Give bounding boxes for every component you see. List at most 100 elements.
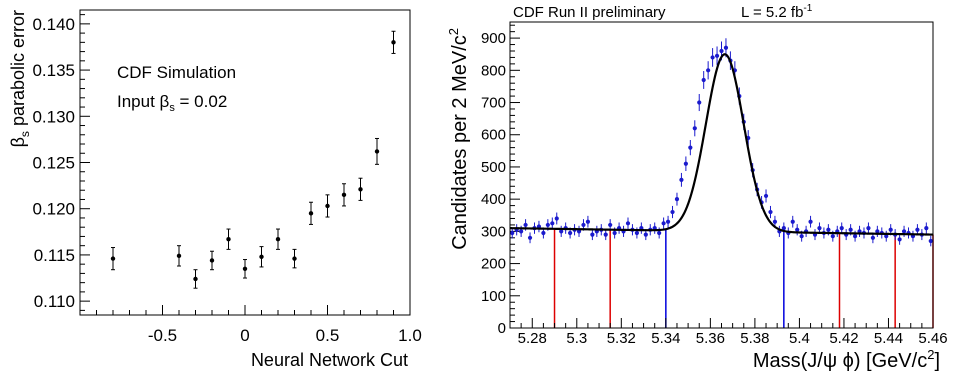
data-point [625, 217, 631, 230]
right-title-right: L = 5.2 fb-1 [741, 3, 813, 21]
y-tick-label: 600 [481, 127, 506, 144]
data-point [639, 222, 644, 234]
data-point [777, 225, 782, 237]
data-point [901, 225, 907, 237]
input-annotation: Input βs = 0.02 [117, 92, 227, 114]
fit-curve [509, 53, 934, 236]
left-data-points [110, 30, 396, 289]
y-tick-label: 200 [481, 256, 506, 273]
data-point [554, 212, 559, 225]
x-tick-label: 0 [240, 326, 249, 345]
data-point [665, 215, 671, 228]
data-point [308, 201, 314, 225]
y-tick-label: 0.135 [32, 61, 75, 80]
right-plot-frame [509, 21, 934, 329]
data-point [710, 48, 715, 67]
x-tick-label: 5.3 [566, 330, 587, 347]
data-point [585, 215, 591, 228]
x-tick-label: 5.42 [829, 330, 858, 347]
data-point [839, 222, 844, 234]
left-x-axis: -0.5 0 0.5 1.0 [79, 305, 422, 345]
data-point [226, 228, 231, 250]
data-point [193, 269, 198, 289]
y-tick-label: 100 [481, 288, 506, 305]
data-point [795, 224, 800, 236]
x-tick-label: 1.0 [398, 326, 422, 345]
data-point [527, 232, 533, 244]
data-point [697, 94, 702, 112]
y-tick-label: 800 [481, 62, 506, 79]
y-tick-label: 0.120 [32, 200, 75, 219]
data-point [866, 222, 871, 234]
data-point [674, 192, 680, 206]
right-x-axis-label: Mass(J/ψ ϕ) [GeV/c2] [753, 347, 940, 372]
data-point [790, 215, 795, 228]
data-point [844, 229, 849, 241]
data-point [391, 30, 396, 54]
data-point [242, 259, 248, 279]
data-point [550, 217, 555, 230]
right-data-points [510, 38, 933, 247]
data-point [928, 235, 933, 247]
x-tick-label: 5.34 [651, 330, 680, 347]
simulation-annotation: CDF Simulation [117, 63, 236, 82]
data-point [804, 225, 809, 237]
y-tick-label: 0.115 [34, 246, 75, 265]
sideband-lines [553, 228, 934, 328]
data-point [924, 222, 929, 234]
x-tick-label: 0.5 [316, 326, 340, 345]
data-point [661, 217, 666, 230]
left-x-axis-label: Neural Network Cut [251, 350, 408, 370]
data-point [536, 220, 542, 233]
data-point [621, 225, 626, 237]
data-point [683, 156, 688, 172]
left-y-axis: 0.110 0.115 0.120 0.125 0.130 0.135 0.140 [32, 14, 90, 311]
x-tick-label: 5.38 [740, 330, 769, 347]
data-point [275, 228, 281, 250]
data-point [603, 229, 608, 241]
data-point [812, 229, 818, 241]
data-point [679, 172, 684, 187]
data-point [176, 245, 182, 267]
data-point [616, 222, 622, 234]
data-point [325, 194, 330, 218]
data-point [906, 227, 911, 239]
data-point [510, 227, 515, 239]
data-point [358, 177, 363, 201]
data-point [875, 225, 880, 237]
x-tick-label: 5.4 [789, 330, 810, 347]
data-point [514, 224, 519, 236]
data-point [292, 248, 297, 269]
left-y-axis-label: βs parabolic error [8, 10, 32, 147]
right-y-axis-label: Candidates per 2 MeV/c2 [446, 28, 471, 250]
data-point [209, 250, 215, 271]
data-point [808, 215, 813, 228]
x-tick-label: 5.44 [874, 330, 903, 347]
data-point [884, 230, 889, 242]
y-tick-label: 0.110 [34, 292, 75, 311]
data-point [714, 46, 720, 66]
data-point [706, 61, 711, 80]
right-chart: CDF Run II preliminary L = 5.2 fb-1 5.28… [446, 3, 948, 372]
y-tick-label: 900 [481, 30, 506, 47]
data-point [768, 205, 773, 219]
x-tick-label: -0.5 [148, 326, 177, 345]
data-point [835, 225, 840, 237]
data-point [374, 137, 380, 165]
data-point [341, 183, 347, 207]
y-tick-label: 700 [481, 95, 506, 112]
data-point [857, 225, 862, 237]
y-tick-label: 300 [481, 223, 506, 240]
x-tick-label: 5.32 [607, 330, 636, 347]
data-point [688, 139, 693, 156]
x-tick-label: 5.46 [918, 330, 947, 347]
data-point [110, 247, 116, 271]
data-point [576, 225, 582, 237]
y-tick-label: 0 [498, 320, 506, 337]
right-y-axis: 0 100 200 300 400 500 600 700 800 900 [481, 24, 520, 337]
left-chart: -0.5 0 0.5 1.0 0.1100.1150.1200.1250.1300.1… [8, 9, 422, 370]
data-point [590, 229, 595, 241]
y-tick-label: 400 [481, 191, 506, 208]
data-point [670, 205, 675, 219]
